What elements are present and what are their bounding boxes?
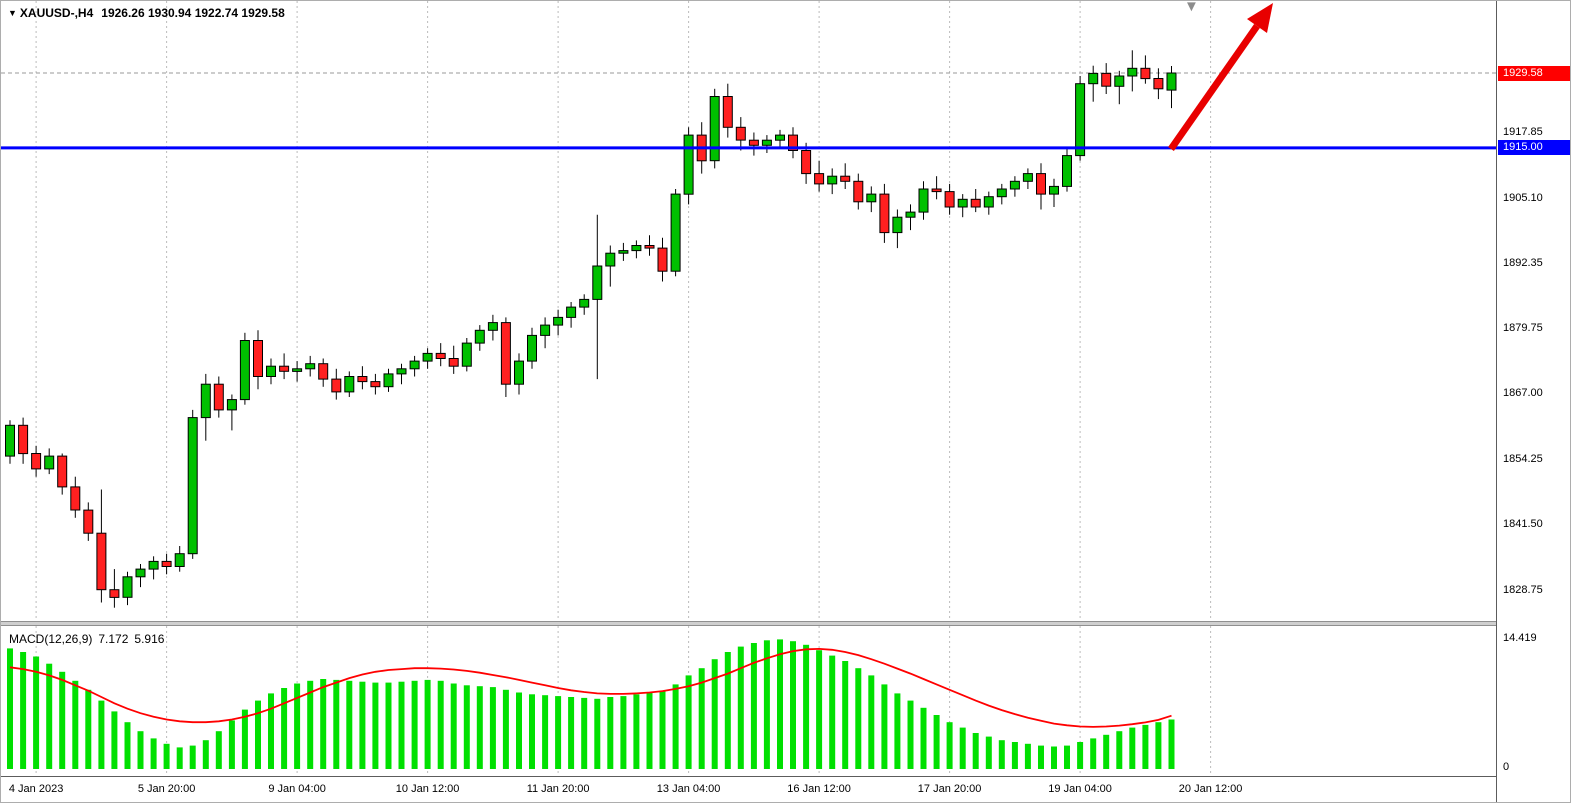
price-axis[interactable]: 1929.58 1915.00 14.419 0 1917.85 1905.10 1…	[1496, 1, 1570, 802]
price-axis-label: 1867.00	[1503, 387, 1543, 400]
macd-main-value: 7.172	[98, 632, 129, 646]
macd-signal-line	[9, 647, 1172, 728]
time-axis-label: 19 Jan 04:00	[1048, 783, 1112, 795]
price-axis-label: 1905.10	[1503, 191, 1543, 204]
symbol-period-label: XAUUSD-,H4	[19, 6, 94, 20]
candles-layer	[5, 50, 1177, 608]
time-axis-label: 20 Jan 12:00	[1178, 783, 1243, 795]
time-axis[interactable]: 4 Jan 2023 5 Jan 20:00 9 Jan 04:00 10 Jan 1…	[1, 776, 1496, 802]
time-axis-label: 9 Jan 04:00	[268, 783, 326, 795]
time-axis-label: 16 Jan 12:00	[787, 783, 851, 795]
time-axis-label: 4 Jan 2023	[8, 783, 64, 795]
panel-divider[interactable]	[1, 621, 1570, 626]
time-axis-label: 17 Jan 20:00	[917, 783, 982, 795]
trend-arrow[interactable]	[1168, 3, 1273, 152]
hline-price-tag[interactable]: 1915.00	[1498, 140, 1570, 156]
vertical-grid-lines	[35, 1, 1212, 621]
price-axis-label: 1917.85	[1503, 126, 1543, 139]
chart-shift-marker-icon[interactable]: ▼	[1184, 0, 1199, 15]
current-price-tag: 1929.58	[1498, 65, 1570, 81]
price-axis-label: 1879.75	[1503, 321, 1543, 334]
price-axis-label: 1892.35	[1503, 257, 1543, 270]
macd-name-label: MACD(12,26,9)	[9, 632, 93, 646]
macd-axis-max-label: 14.419	[1503, 632, 1537, 644]
price-axis-label: 1841.50	[1503, 518, 1543, 531]
macd-signal-value: 5.916	[134, 632, 165, 646]
macd-axis-min-label: 0	[1503, 761, 1510, 773]
time-axis-label: 5 Jan 20:00	[137, 783, 196, 795]
time-axis-label: 10 Jan 12:00	[395, 783, 460, 795]
main-chart-area[interactable]	[1, 1, 1496, 621]
chart-title: ▼ XAUUSD-,H4 1926.26 1930.94 1922.74 1929.…	[8, 6, 285, 20]
price-axis-label: 1854.25	[1503, 452, 1543, 465]
chart-dropdown-icon[interactable]: ▼	[8, 8, 17, 18]
ohlc-values-label: 1926.26 1930.94 1922.74 1929.58	[101, 6, 285, 20]
macd-panel[interactable]	[1, 626, 1496, 776]
macd-title: MACD(12,26,9) 7.172 5.916	[9, 632, 170, 646]
macd-histogram-bars	[7, 639, 1175, 769]
time-axis-label: 13 Jan 04:00	[656, 783, 721, 795]
time-axis-label: 11 Jan 20:00	[526, 783, 590, 795]
price-axis-label: 1828.75	[1503, 583, 1543, 596]
